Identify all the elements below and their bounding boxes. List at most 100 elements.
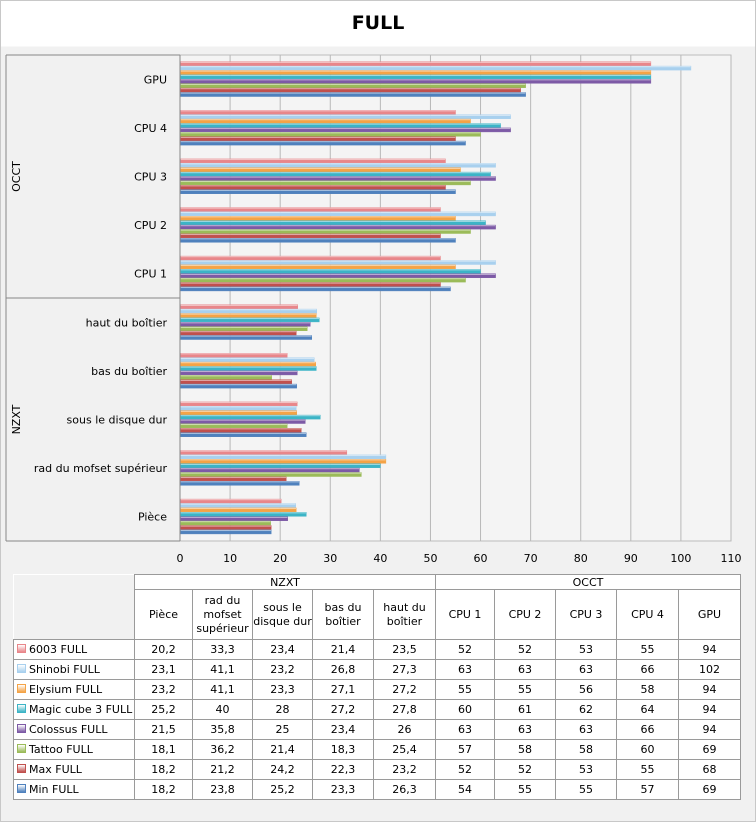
bar-7-7 (180, 189, 456, 194)
bar-5-1 (180, 472, 362, 477)
table-cell: 55 (494, 679, 556, 700)
table-cell: 55 (555, 779, 617, 800)
column-header-6: CPU 2 (494, 589, 556, 640)
bar-0-0 (180, 498, 282, 504)
table-cell: 56 (555, 679, 617, 700)
table-row: Shinobi FULL 23,1 41,1 23,2 26,8 27,3 63 63 63 66… (13, 659, 741, 680)
bar-3-9 (180, 74, 652, 80)
bar-3-1 (180, 463, 381, 468)
bar-0-7 (180, 158, 446, 164)
bar-4-7 (180, 176, 496, 181)
bar-6-7 (180, 185, 446, 190)
table-cell: 61 (494, 699, 556, 720)
table-cell: 58 (555, 739, 617, 760)
table-cell: 18,3 (312, 739, 374, 760)
bar-1-2 (180, 406, 297, 411)
table-cell: 63 (435, 719, 495, 740)
category-label: CPU 4 (134, 122, 167, 135)
table-cell: 18,1 (134, 739, 193, 760)
bar-3-2 (180, 414, 321, 420)
bar-6-1 (180, 476, 287, 482)
table-row: Max FULL 18,2 21,2 24,2 22,3 23,2 52 52 53 55 68 (13, 759, 741, 780)
bar-4-9 (180, 79, 652, 84)
table-cell: 25,2 (134, 699, 193, 720)
table-cell: 63 (555, 659, 617, 680)
table-cell: 23,2 (134, 679, 193, 700)
bar-5-9 (180, 83, 526, 88)
x-tick-label-70: 70 (524, 552, 538, 565)
bar-5-6 (180, 229, 471, 234)
table-cell: 20,2 (134, 639, 193, 660)
bar-2-8 (180, 118, 471, 124)
table-corner-2 (13, 589, 135, 640)
legend-entry: Tattoo FULL (13, 739, 135, 760)
category-label: CPU 1 (134, 268, 167, 281)
category-label: haut du boîtier (86, 316, 168, 329)
bar-7-8 (180, 140, 466, 146)
bar-1-1 (180, 454, 387, 460)
bar-3-8 (180, 123, 501, 128)
table-corner (13, 574, 135, 590)
table-cell: 23,1 (134, 659, 193, 680)
table-cell: 55 (435, 679, 495, 700)
bar-0-1 (180, 450, 348, 455)
bar-0-4 (180, 304, 298, 309)
table-cell: 25,2 (252, 779, 313, 800)
x-tick-label-0: 0 (177, 552, 184, 565)
bar-1-9 (180, 65, 692, 71)
bar-0-5 (180, 255, 441, 261)
bar-4-4 (180, 322, 311, 327)
bar-1-6 (180, 211, 496, 217)
bar-3-3 (180, 366, 317, 371)
table-cell: 66 (616, 659, 679, 680)
column-header-9: GPU (678, 589, 741, 640)
bar-0-6 (180, 207, 441, 212)
table-cell: 66 (616, 719, 679, 740)
bar-6-3 (180, 379, 292, 384)
legend-label: Colossus FULL (29, 723, 108, 736)
table-cell: 94 (678, 699, 741, 720)
bar-0-9 (180, 61, 652, 66)
legend-swatch (17, 684, 26, 693)
bar-0-3 (180, 353, 288, 358)
x-tick-label-100: 100 (670, 552, 691, 565)
bar-5-5 (180, 277, 466, 283)
table-row: Colossus FULL 21,5 35,8 25 23,4 26 63 63 63 66 94 (13, 719, 741, 740)
legend-swatch (17, 644, 26, 653)
table-cell: 23,8 (192, 779, 253, 800)
column-header-8: CPU 4 (616, 589, 679, 640)
table-cell: 26,3 (373, 779, 436, 800)
table-cell: 33,3 (192, 639, 253, 660)
category-label: Pièce (138, 511, 167, 524)
bar-2-2 (180, 410, 297, 415)
bar-1-5 (180, 260, 496, 265)
bar-1-0 (180, 503, 296, 508)
bar-3-4 (180, 317, 320, 323)
column-header-7: CPU 3 (555, 589, 617, 640)
table-cell: 63 (494, 659, 556, 680)
bar-7-6 (180, 238, 456, 243)
category-label: rad du mofset supérieur (34, 462, 168, 475)
legend-label: Min FULL (29, 783, 79, 796)
table-cell: 18,2 (134, 779, 193, 800)
bar-1-7 (180, 163, 496, 168)
bar-5-8 (180, 132, 481, 137)
bar-6-2 (180, 428, 302, 433)
table-cell: 41,1 (192, 659, 253, 680)
group-header-nzxt: NZXT (134, 574, 436, 590)
bar-6-5 (180, 282, 441, 287)
table-cell: 58 (494, 739, 556, 760)
group-label-0: NZXT (10, 404, 23, 434)
legend-entry: Shinobi FULL (13, 659, 135, 680)
bar-6-0 (180, 525, 272, 530)
table-cell: 52 (435, 639, 495, 660)
table-cell: 63 (494, 719, 556, 740)
bar-5-3 (180, 375, 272, 380)
bar-4-0 (180, 516, 288, 521)
bar-7-9 (180, 92, 526, 97)
table-cell: 21,5 (134, 719, 193, 740)
table-cell: 41,1 (192, 679, 253, 700)
category-label: bas du boîtier (91, 365, 167, 378)
legend-swatch (17, 744, 26, 753)
legend-entry: 6003 FULL (13, 639, 135, 660)
